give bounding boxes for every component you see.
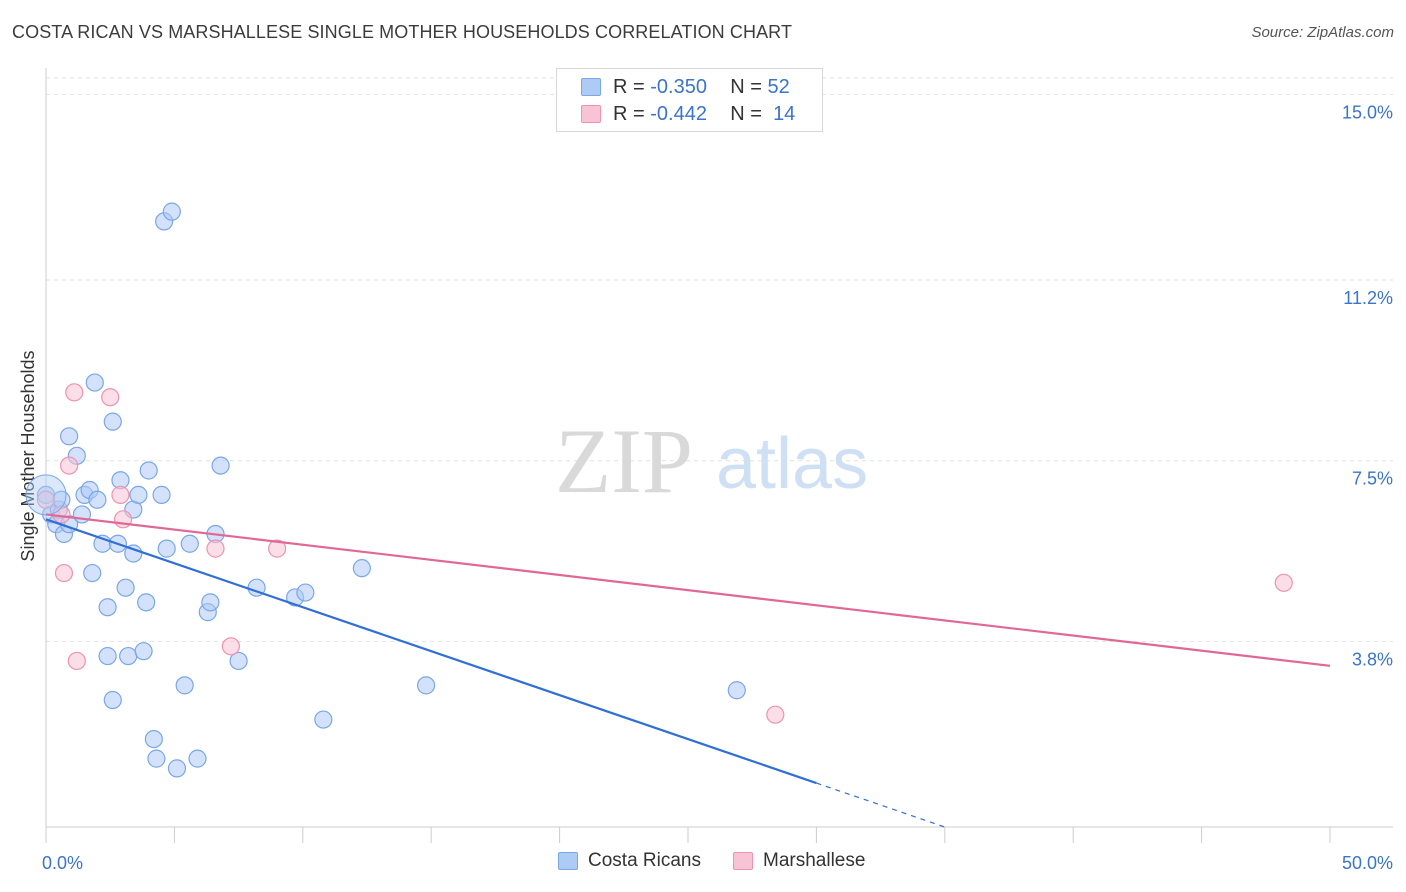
point-costa-rican bbox=[157, 539, 176, 558]
point-costa-rican bbox=[144, 729, 163, 749]
point-costa-rican bbox=[162, 202, 181, 221]
data-points bbox=[25, 202, 1293, 778]
legend-swatch-blue bbox=[581, 78, 601, 96]
y-tick-label: 3.8% bbox=[1352, 649, 1393, 669]
legend-n-label: N = bbox=[730, 102, 762, 125]
trend-lines bbox=[45, 513, 1331, 828]
point-marshallese bbox=[36, 490, 56, 509]
legend-label: Marshallese bbox=[763, 850, 866, 871]
source-label: Source: ZipAtlas.com bbox=[1251, 24, 1394, 41]
point-costa-rican bbox=[60, 427, 79, 446]
point-costa-rican bbox=[98, 646, 117, 666]
point-costa-rican bbox=[416, 676, 436, 695]
point-costa-rican bbox=[139, 461, 158, 480]
point-costa-rican bbox=[147, 749, 166, 768]
point-marshallese bbox=[221, 637, 240, 656]
point-costa-rican bbox=[88, 490, 107, 509]
legend-n-value: 14 bbox=[773, 102, 796, 125]
watermark-zip: ZIP bbox=[555, 410, 693, 512]
y-tick-labels: 3.8% 7.5% 11.2% 15.0% bbox=[1342, 102, 1393, 669]
correlation-legend: R = -0.350 N = 52 R = -0.442 N = 14 bbox=[556, 68, 823, 132]
watermark-atlas: atlas bbox=[716, 424, 868, 504]
legend-row-marshallese: R = -0.442 N = 14 bbox=[581, 102, 795, 126]
point-marshallese bbox=[111, 485, 130, 504]
legend-label: Costa Ricans bbox=[588, 850, 701, 871]
legend-r-value: -0.442 bbox=[650, 102, 707, 125]
y-tick-label: 7.5% bbox=[1352, 469, 1393, 489]
trend-line-costa-ricans bbox=[45, 518, 817, 785]
point-costa-rican bbox=[119, 646, 138, 666]
x-tick-label: 0.0% bbox=[42, 853, 83, 873]
legend-swatch-pink bbox=[581, 105, 601, 123]
point-costa-rican bbox=[727, 681, 746, 700]
legend-n-value: 52 bbox=[767, 75, 790, 98]
x-tick-label: 50.0% bbox=[1342, 853, 1393, 873]
y-tick-label: 11.2% bbox=[1343, 288, 1393, 308]
point-costa-rican bbox=[211, 456, 230, 475]
chart-title: COSTA RICAN VS MARSHALLESE SINGLE MOTHER… bbox=[12, 22, 793, 42]
point-costa-rican bbox=[83, 563, 102, 583]
legend-row-costa-ricans: R = -0.350 N = 52 bbox=[581, 75, 790, 99]
point-costa-rican bbox=[137, 593, 156, 612]
point-costa-rican bbox=[124, 544, 143, 563]
point-costa-rican bbox=[175, 676, 194, 695]
point-costa-rican bbox=[116, 578, 135, 597]
point-costa-rican bbox=[188, 749, 207, 768]
point-costa-rican bbox=[167, 759, 187, 778]
legend-n-label: N = bbox=[730, 75, 762, 98]
point-marshallese bbox=[101, 388, 120, 407]
point-costa-rican-large bbox=[25, 474, 67, 516]
trend-line-extension bbox=[816, 782, 945, 828]
point-costa-rican bbox=[85, 373, 104, 392]
point-marshallese bbox=[766, 705, 785, 724]
x-tick-labels: 0.0% 50.0% bbox=[42, 853, 1393, 873]
y-tick-label: 15.0% bbox=[1342, 102, 1393, 122]
watermark: ZIP atlas bbox=[555, 410, 868, 512]
trend-line-marshallese bbox=[45, 513, 1331, 667]
point-costa-rican bbox=[314, 710, 333, 729]
point-marshallese bbox=[1274, 573, 1293, 592]
point-marshallese bbox=[65, 383, 84, 402]
legend-r-value: -0.350 bbox=[650, 75, 707, 98]
point-marshallese bbox=[60, 456, 79, 475]
legend-swatch-blue bbox=[558, 852, 578, 870]
point-costa-rican bbox=[129, 485, 148, 504]
series-legend: Costa Ricans Marshallese bbox=[558, 850, 897, 872]
axes bbox=[45, 68, 1393, 843]
legend-item-marshallese: Marshallese bbox=[733, 850, 865, 872]
legend-item-costa-ricans: Costa Ricans bbox=[558, 850, 701, 872]
y-axis-label: Single Mother Households bbox=[18, 350, 38, 561]
point-costa-rican bbox=[296, 583, 315, 602]
point-marshallese bbox=[54, 563, 74, 583]
point-marshallese bbox=[67, 651, 86, 671]
point-marshallese bbox=[206, 539, 225, 558]
point-costa-rican bbox=[229, 651, 248, 671]
legend-swatch-pink bbox=[733, 852, 753, 870]
point-costa-rican bbox=[134, 642, 153, 661]
point-costa-rican bbox=[201, 593, 220, 612]
point-costa-rican bbox=[352, 559, 371, 578]
point-costa-rican bbox=[152, 485, 171, 504]
legend-r-label: R = bbox=[613, 102, 645, 125]
point-costa-rican bbox=[180, 534, 199, 553]
point-costa-rican bbox=[103, 690, 122, 710]
point-costa-rican bbox=[103, 412, 122, 431]
legend-r-label: R = bbox=[613, 75, 645, 98]
point-marshallese bbox=[268, 539, 287, 558]
point-costa-rican bbox=[98, 598, 117, 617]
gridlines bbox=[46, 77, 1393, 642]
